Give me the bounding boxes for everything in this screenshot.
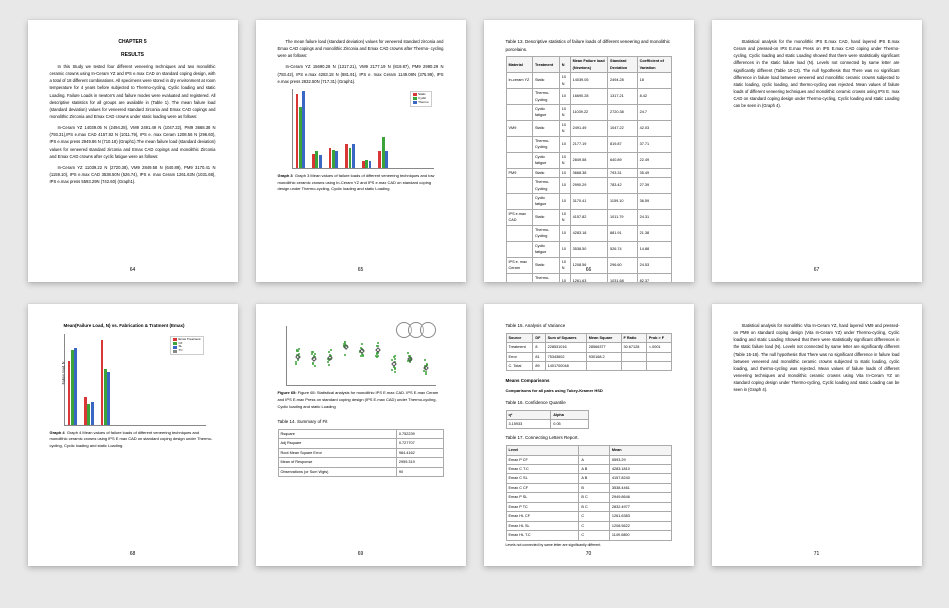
para: Statistical analysis for the monolithic … [734,38,900,109]
stats-table: MaterialTreatmentNMean Failure load (New… [506,56,672,282]
page-number: 71 [712,550,922,559]
para: In-Ceram YZ 14039.05 N (2494.28), VM9 24… [50,124,216,160]
page-number: 68 [28,550,238,559]
figure-caption: Figure 65: Figure 65: Statistical analys… [278,390,444,410]
row-2: Mean(Failure Load, N) vs. Fabrication & … [20,304,929,566]
subsection-title: Comparisons for all pairs using Tukey-Kr… [506,388,672,395]
quantile-table: q*Alpha3.159330.05 [506,410,589,430]
para: Statistical analysis for monolithic Vita… [734,322,900,393]
page-number: 65 [256,266,466,275]
chart-legend: StaticCyclicThermo [410,91,431,107]
chart-title: Mean(Failure Load, N) vs. Fabrication & … [64,322,216,330]
page-number: 66 [484,266,694,275]
page-65: The mean failure load (standard deviatio… [256,20,466,282]
caption-text: Figure 65: Statistical analysis for mono… [278,390,439,409]
table-title: Table 16. Confidence Quantile [506,399,672,407]
anova-table: SourceDFSum of SquaresMean SquareF Ratio… [506,333,672,372]
table-title: Table 17. Connecting Letters Report. [506,434,672,442]
para: In-Ceram YZ 11039.22 N (2720.38), VM9 28… [50,164,216,185]
graph-caption: Graph 4 Graph 4 Mean values of failure l… [50,430,216,450]
caption-text: Graph 3 Mean values of failure loads of … [278,173,435,192]
para: In-Ceram YZ 15690.28 N (1317.21), VM9 21… [278,63,444,84]
table-title: Table 13. Descriptive statistics of fail… [506,38,672,53]
para: In this Study we tested four different v… [50,63,216,120]
page-67: Statistical analysis for the monolithic … [712,20,922,282]
page-71: Statistical analysis for monolithic Vita… [712,304,922,566]
page-66: Table 13. Descriptive statistics of fail… [484,20,694,282]
chapter-head: CHAPTER 5 [50,38,216,47]
summary-table: Rsquare0.752239Adj Rsquare0.727707Root M… [278,429,444,477]
page-number: 67 [712,266,922,275]
page-68: Mean(Failure Load, N) vs. Fabrication & … [28,304,238,566]
page-spread: CHAPTER 5 RESULTS In this Study we teste… [20,20,929,566]
para: The mean failure load (standard deviatio… [278,38,444,59]
bar-chart: StaticCyclicThermo [292,89,434,169]
row-1: CHAPTER 5 RESULTS In this Study we teste… [20,20,929,282]
page-69: Figure 65: Figure 65: Statistical analys… [256,304,466,566]
graph-caption: Graph 3 Graph 3 Mean values of failure l… [278,173,444,193]
caption-text: Graph 4 Mean values of failure loads of … [50,430,213,449]
page-64: CHAPTER 5 RESULTS In this Study we teste… [28,20,238,282]
circle-icon [420,322,436,338]
bar-chart: Failure load, N Emax TreatmentCFSLTC [64,334,206,426]
chapter-title: RESULTS [50,51,216,60]
page-number: 69 [256,550,466,559]
table-title: Table 14. Summary of Fit [278,418,444,426]
table-footnote: Levels not connected by same letter are … [506,543,672,549]
section-title: Means Comparisons [506,377,672,385]
scatter-plot [286,326,436,386]
page-number: 64 [28,266,238,275]
table-title: Table 15. Analysis of Variance [506,322,672,330]
page-number: 70 [484,550,694,559]
y-axis-label: Failure load, N [61,362,67,385]
page-70: Table 15. Analysis of Variance SourceDFS… [484,304,694,566]
chart-legend: Emax TreatmentCFSLTC [170,336,203,356]
letters-table: LevelMeanEmax P CFA5593.29Emax C T.CA B4… [506,445,672,541]
venn-circles [400,322,436,338]
